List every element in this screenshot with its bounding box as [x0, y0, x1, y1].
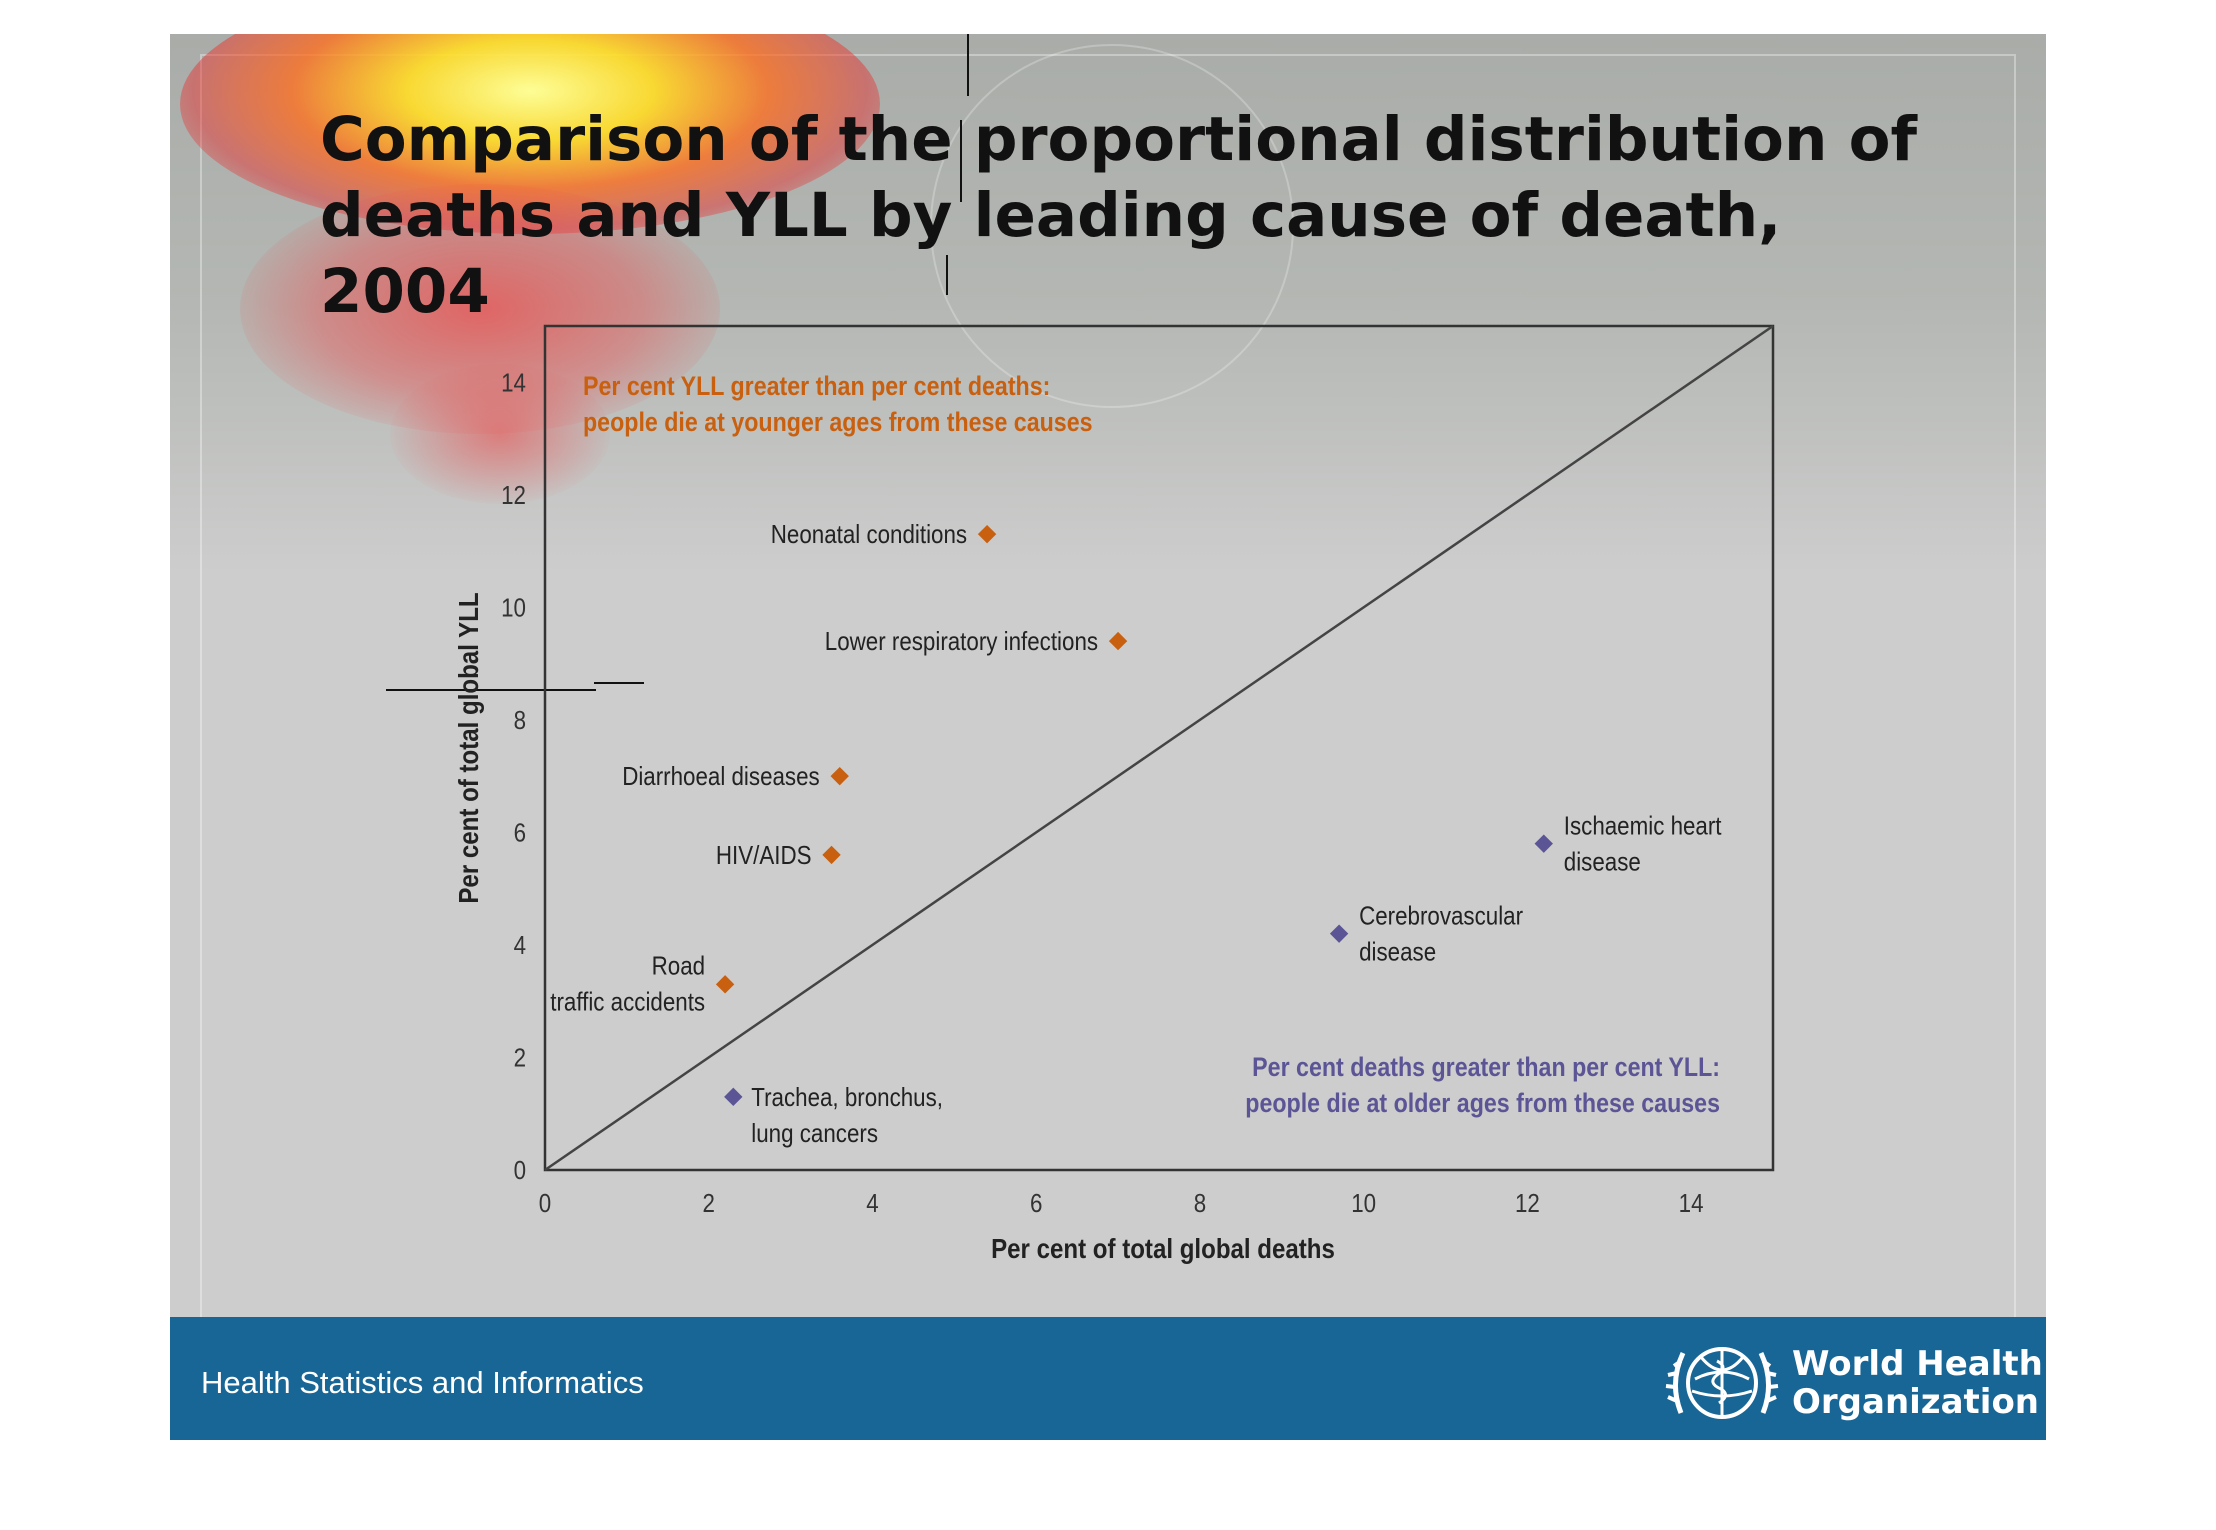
x-tick-label-line: 12 [1515, 1189, 1540, 1218]
point-label-line: Diarrhoeal diseases [622, 763, 820, 792]
x-tick-label: 8 [1194, 1189, 1206, 1218]
data-point [830, 766, 849, 786]
point-label-line: Trachea, bronchus, [751, 1083, 943, 1112]
who-emblem-icon [1665, 1347, 1779, 1419]
y-tick-label: 10 [501, 594, 526, 623]
guide-line-vertical-top [967, 34, 969, 96]
annotation-older-ages: Per cent deaths greater than per cent YL… [1245, 1052, 1720, 1118]
point-label-line: lung cancers [751, 1119, 878, 1148]
y-tick-label: 2 [514, 1044, 526, 1073]
y-tick-label: 12 [501, 481, 526, 510]
x-tick-label-line: 4 [866, 1189, 878, 1218]
point-label: Cerebrovascular disease [1359, 902, 1523, 967]
guide-line-vertical-low [946, 255, 948, 295]
point-label: HIV/AIDS [716, 841, 812, 870]
y-tick-label-line: 2 [514, 1044, 526, 1073]
point-label-line: Cerebrovascular [1359, 902, 1523, 931]
data-point [1108, 631, 1128, 651]
x-tick-label-line: 2 [703, 1189, 715, 1218]
data-point [724, 1087, 743, 1107]
footer-unit-label: Health Statistics and Informatics [201, 1365, 644, 1400]
point-label: Neonatal conditions [771, 521, 967, 550]
y-tick-label-line: 0 [514, 1156, 526, 1185]
x-tick-label-line: 6 [1030, 1189, 1042, 1218]
y-tick-label-line: 10 [501, 594, 526, 623]
scatter-chart: 0 2 4 6 8 10 12 14 0 2 4 6 8 10 12 14 Per cent of total … [452, 324, 1775, 1264]
point-label-line: Neonatal conditions [771, 521, 967, 550]
who-name-line2: Organization [1792, 1382, 2040, 1422]
x-axis-label: Per cent of total global deaths [991, 1232, 1335, 1264]
point-label-line: Lower respiratory infections [825, 628, 1098, 657]
y-axis-label: Per cent of total global YLL [452, 592, 484, 903]
y-tick-label: 14 [501, 369, 526, 398]
y-tick-label-line: 4 [514, 931, 526, 960]
who-name-line1: World Health [1792, 1344, 2043, 1384]
x-tick-label: 4 [866, 1189, 878, 1218]
equality-reference-line [544, 324, 1774, 1172]
y-tick-label-line: 8 [514, 706, 526, 735]
slide: Comparison of the proportional distribut… [170, 34, 2046, 1440]
point-label-line: HIV/AIDS [716, 841, 812, 870]
data-point [977, 524, 997, 544]
annotation-older-ages-line: people die at older ages from these caus… [1245, 1088, 1720, 1118]
y-tick-label: 4 [514, 931, 526, 960]
x-tick-label-line: 14 [1679, 1189, 1704, 1218]
x-axis-label-line: Per cent of total global deaths [991, 1232, 1335, 1264]
point-label: Ischaemic heart disease [1564, 812, 1722, 877]
attention-heatmap-overlay-3 [390, 364, 610, 504]
data-point [1534, 834, 1553, 853]
guide-line-vertical-mid [960, 120, 962, 202]
point-label-line: Ischaemic heart [1564, 812, 1722, 841]
footer-bar: Health Statistics and Informatics World … [170, 1317, 2046, 1440]
point-label: Diarrhoeal diseases [622, 763, 820, 792]
x-tick-label-line: 10 [1351, 1189, 1376, 1218]
data-point [715, 975, 735, 994]
x-tick-label: 0 [539, 1189, 551, 1218]
x-tick-label-line: 8 [1194, 1189, 1206, 1218]
y-tick-label-line: 12 [501, 481, 526, 510]
point-label-line: disease [1564, 848, 1641, 877]
point-label-line: disease [1359, 938, 1436, 967]
slide-title: Comparison of the proportional distribut… [320, 104, 1918, 327]
point-label-line: Road [652, 952, 705, 981]
y-axis-label-line: Per cent of total global YLL [452, 592, 484, 903]
annotation-younger-ages-line: people die at younger ages from these ca… [583, 407, 1093, 437]
x-tick-label: 10 [1351, 1189, 1376, 1218]
point-label-line: traffic accidents [550, 988, 705, 1017]
y-tick-label: 0 [514, 1156, 526, 1185]
y-tick-label-line: 14 [501, 369, 526, 398]
x-tick-label: 6 [1030, 1189, 1042, 1218]
annotation-younger-ages: Per cent YLL greater than per cent death… [583, 371, 1093, 437]
x-tick-label: 12 [1515, 1189, 1540, 1218]
globe-watermark-icon [930, 44, 1294, 408]
y-tick-label: 8 [514, 706, 526, 735]
data-point [1329, 924, 1349, 943]
data-point [822, 845, 841, 865]
point-label: Trachea, bronchus, lung cancers [751, 1083, 943, 1148]
x-tick-label: 14 [1679, 1189, 1704, 1218]
guide-line-horizontal-right [594, 682, 644, 684]
annotation-younger-ages-line: Per cent YLL greater than per cent death… [583, 371, 1050, 401]
y-tick-label-line: 6 [514, 819, 526, 848]
y-tick-label: 6 [514, 819, 526, 848]
guide-line-horizontal-left [386, 689, 596, 691]
x-tick-label-line: 0 [539, 1189, 551, 1218]
x-tick-label: 2 [703, 1189, 715, 1218]
point-label: Road traffic accidents [550, 952, 705, 1017]
plot-frame [543, 324, 1775, 1172]
point-label: Lower respiratory infections [825, 628, 1098, 657]
who-name: World Health Organization [1792, 1345, 2043, 1421]
annotation-older-ages-line: Per cent deaths greater than per cent YL… [1252, 1052, 1720, 1082]
